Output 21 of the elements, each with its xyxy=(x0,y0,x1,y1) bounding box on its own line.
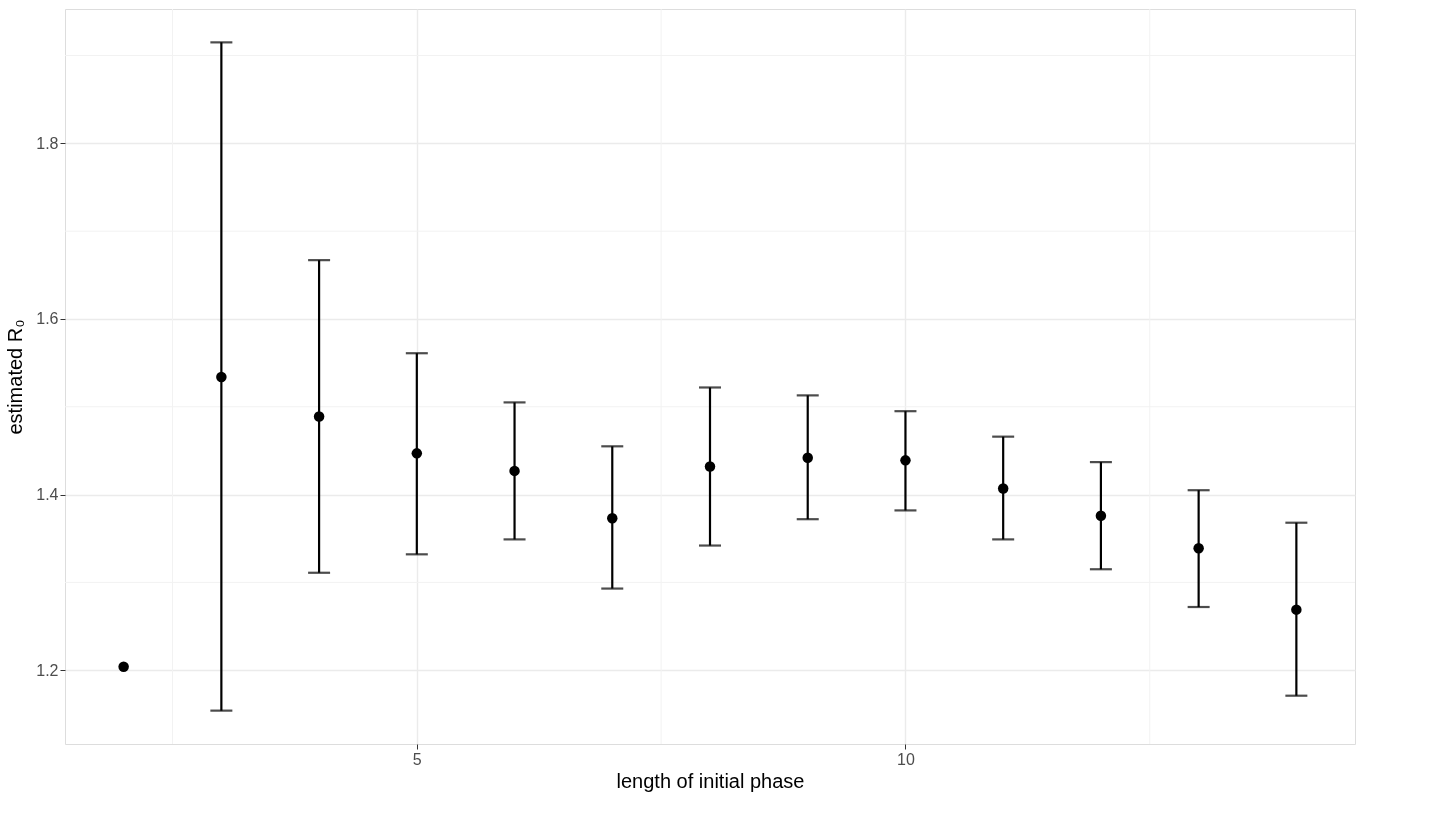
point xyxy=(900,455,911,466)
point xyxy=(802,452,813,463)
y-tick-label: 1.8 xyxy=(36,134,59,152)
y-tick-label: 1.6 xyxy=(36,310,59,328)
point xyxy=(118,661,129,672)
point xyxy=(997,483,1009,494)
point xyxy=(1095,510,1107,521)
point xyxy=(704,461,716,472)
x-tick-label: 5 xyxy=(412,750,422,768)
point xyxy=(1193,542,1204,554)
point xyxy=(607,513,618,524)
x-axis-title: length of initial phase xyxy=(616,769,805,792)
point xyxy=(411,448,423,459)
y-axis-title: estimated R₀ xyxy=(4,319,27,435)
y-tick-label: 1.2 xyxy=(36,661,59,679)
point xyxy=(216,371,227,383)
point xyxy=(509,465,520,477)
point xyxy=(313,411,325,422)
y-tick-label: 1.4 xyxy=(36,486,59,504)
x-tick-label: 10 xyxy=(897,750,915,768)
point xyxy=(1291,604,1302,615)
